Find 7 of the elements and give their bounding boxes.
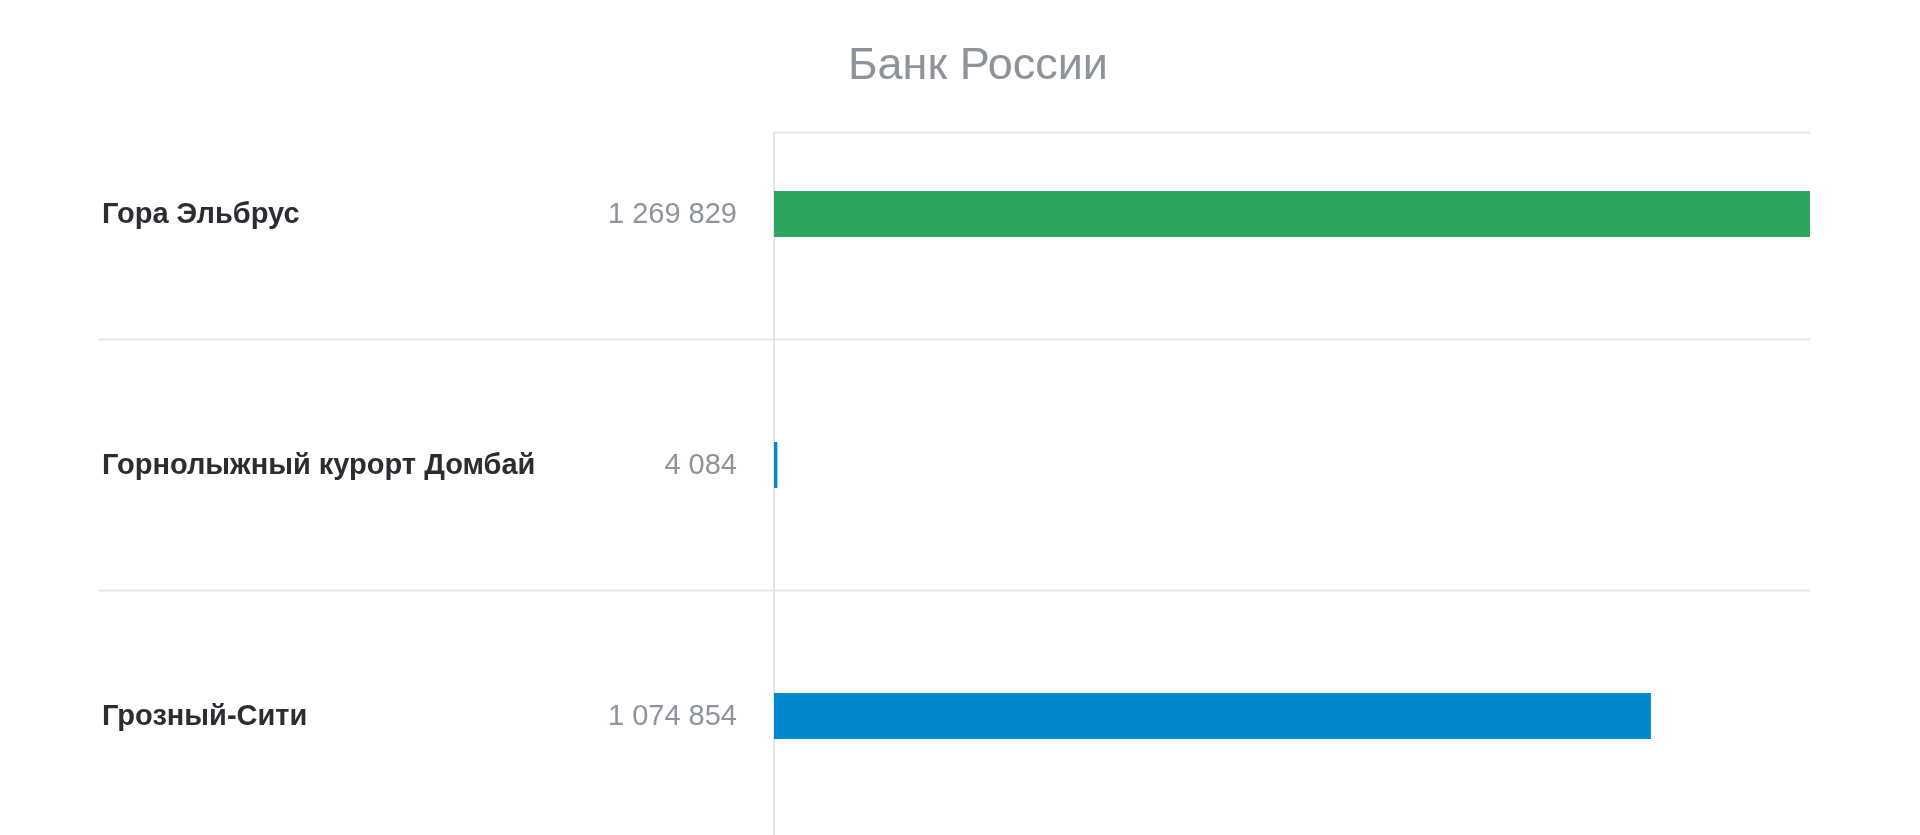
y-tick-label: Грозный-Сити bbox=[102, 699, 308, 731]
data-label: 4 084 bbox=[664, 448, 737, 480]
data-label: 1 074 854 bbox=[607, 699, 737, 731]
y-tick-label: Гора Эльбрус bbox=[102, 197, 300, 229]
y-tick-label: Горнолыжный курорт Домбай bbox=[102, 448, 536, 480]
data-label: 1 269 829 bbox=[607, 197, 737, 229]
chart-title: Банк России bbox=[848, 38, 1108, 89]
